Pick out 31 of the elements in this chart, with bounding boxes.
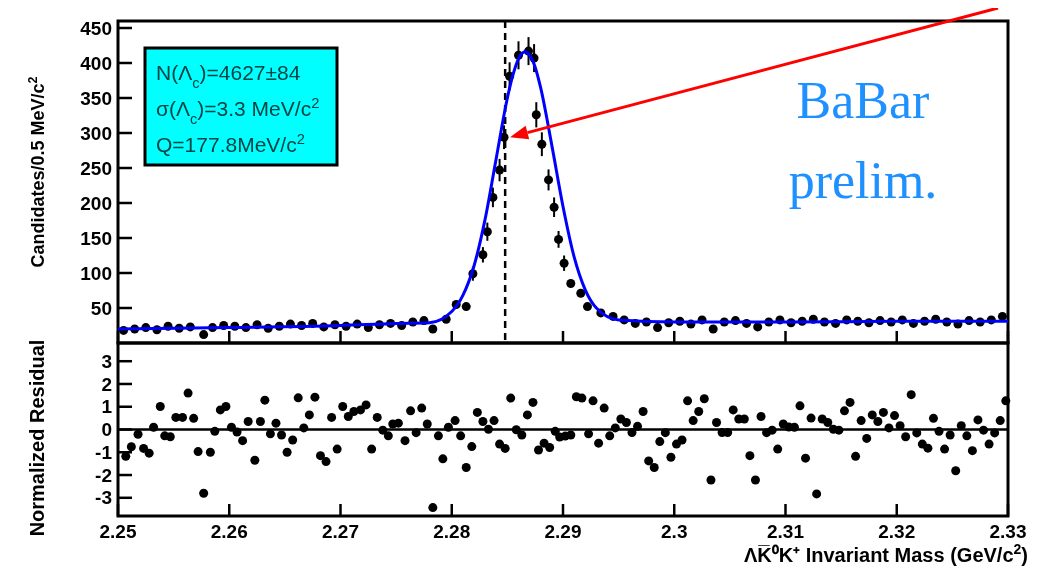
y-tick-label: 50: [90, 297, 112, 319]
y-tick-label: -2: [95, 464, 112, 486]
y-tick-label: 300: [80, 122, 112, 144]
annotation: Q=177.8MeV/c$^{2}$: [156, 131, 305, 156]
x-axis-title: ΛK̅⁰K⁺ Invariant Mass (GeV/c$^{2}$): [743, 541, 1028, 566]
x-tick-label: 2.26: [210, 521, 248, 542]
y-tick-label: 100: [80, 262, 112, 284]
annotation: N(Λ$_{c}$)=4627±84: [156, 61, 301, 91]
x-tick-label: 2.25: [99, 521, 137, 542]
y-tick-label: 1: [101, 396, 113, 418]
annotation: σ(Λ$_{c}$)=3.3 MeV/c$^{2}$: [156, 95, 320, 127]
y-tick-label: 2: [101, 373, 112, 395]
x-tick-label: 2.29: [544, 521, 582, 542]
x-tick-label: 2.3: [661, 521, 688, 542]
x-tick-label: 2.33: [989, 521, 1027, 542]
x-tick-label: 2.28: [433, 521, 471, 542]
y-tick-label: 450: [80, 17, 112, 39]
y-tick-label: 400: [80, 52, 112, 74]
y-tick-label: -3: [95, 487, 112, 509]
x-tick-label: 2.27: [322, 521, 359, 542]
annotation: BaBar prelim.: [788, 72, 938, 209]
y-tick-label: 150: [80, 227, 112, 249]
y-tick-label: 3: [101, 350, 112, 372]
y-tick-label: -1: [95, 441, 113, 463]
y-tick-label: 350: [80, 87, 112, 109]
y-axis-title: Normalized Residual: [26, 339, 48, 537]
y-tick-label: 0: [101, 419, 112, 441]
x-tick-label: 2.32: [878, 521, 916, 542]
y-tick-label: 250: [80, 157, 112, 179]
y-tick-label: 200: [80, 192, 112, 214]
x-tick-label: 2.31: [767, 521, 805, 542]
